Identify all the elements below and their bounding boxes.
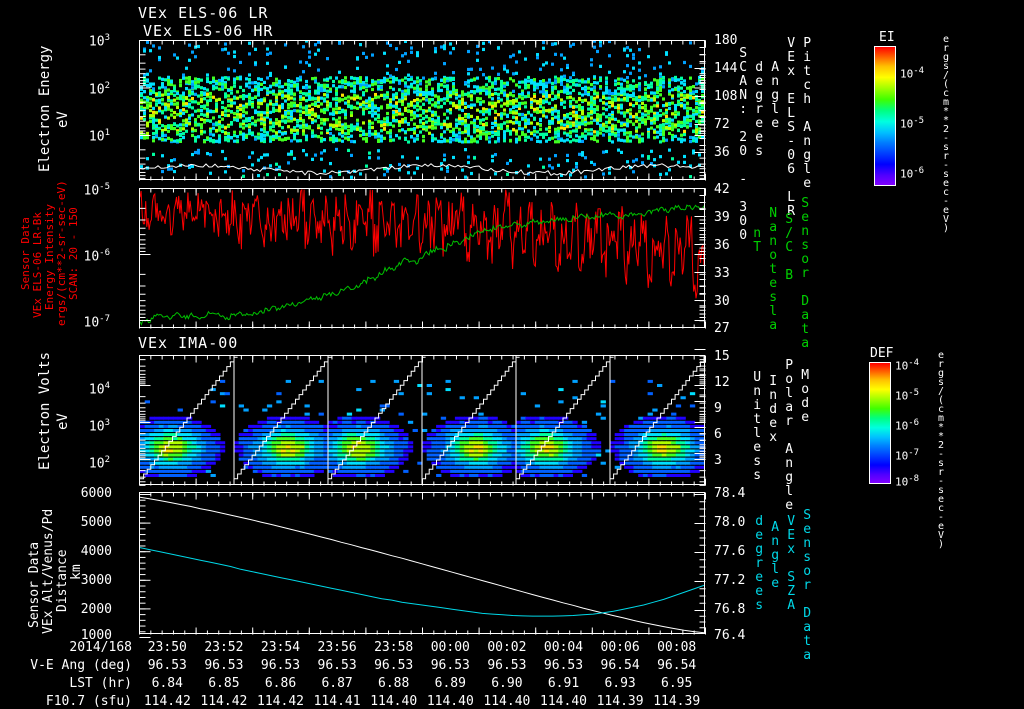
row-label-date: 2014/168 <box>0 640 132 655</box>
time-col-f107: 114.39 <box>639 694 715 709</box>
time-col-ve-ang: 96.54 <box>639 658 715 673</box>
row-label-f107: F10.7 (sfu) <box>0 694 132 709</box>
time-col-time: 00:08 <box>639 640 715 655</box>
time-col-lst: 6.95 <box>639 676 715 691</box>
row-label-lst: LST (hr) <box>0 676 132 691</box>
row-label-ve-ang: V-E Ang (deg) <box>0 658 132 673</box>
